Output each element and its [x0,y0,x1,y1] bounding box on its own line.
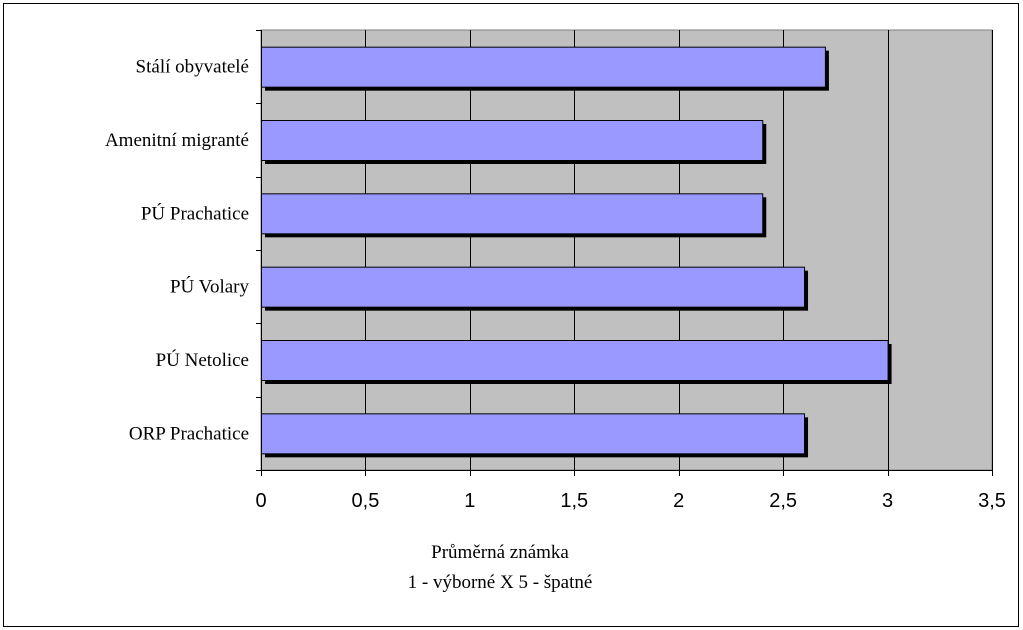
category-label: PÚ Volary [170,276,250,298]
x-tick-label: 2,5 [769,490,797,512]
category-label: Stálí obyvatelé [136,57,249,78]
category-labels: Stálí obyvatelé Amenitní migranté PÚ Prach… [105,57,250,445]
plot-area [260,29,993,471]
chart-frame: Stálí obyvatelé Amenitní migranté PÚ Prach… [3,3,1019,627]
x-tick-label: 3 [882,490,893,512]
bar-chart: Stálí obyvatelé Amenitní migranté PÚ Prach… [105,29,1006,593]
bar [261,46,826,88]
x-axis-title-line-1: Průměrná známka [431,542,569,563]
category-label: PÚ Prachatice [141,202,249,224]
x-tick-labels: 0 0,5 1 1,5 2 2,5 3 3,5 [255,490,1005,512]
category-label: PÚ Netolice [156,349,249,371]
bar [261,266,806,308]
x-tick-label: 2 [673,490,684,512]
bar [261,340,889,381]
x-tick-label: 0 [255,490,266,512]
x-tick-label: 1,5 [560,490,588,512]
gridlines [365,30,993,470]
bars [261,46,892,458]
x-tick-label: 1 [464,490,475,512]
bar [261,413,806,455]
category-label: Amenitní migranté [105,130,249,151]
x-tick-label: 3,5 [978,490,1006,512]
bar [261,193,764,235]
axes [256,30,993,476]
bar [261,120,764,161]
category-label: ORP Prachatice [129,423,249,444]
x-tick-label: 0,5 [352,490,380,512]
x-axis-title-line-2: 1 - výborné X 5 - špatné [408,572,593,593]
